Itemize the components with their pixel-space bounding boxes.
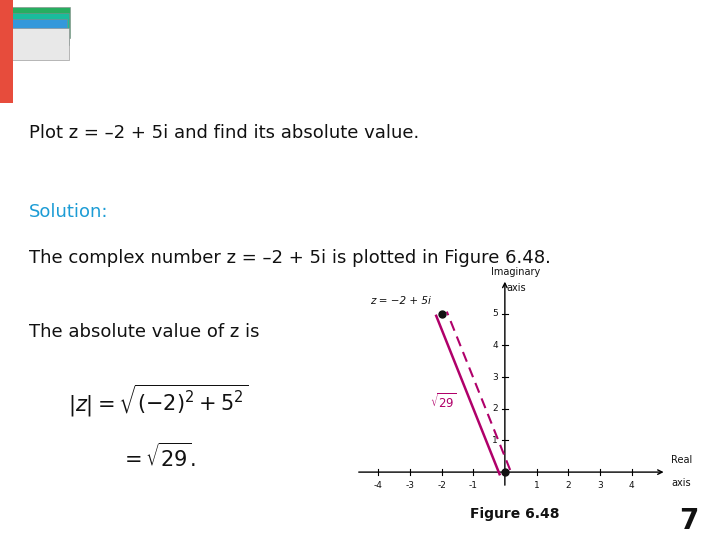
Text: z = −2 + 5i: z = −2 + 5i <box>369 296 431 306</box>
Text: $|z| = \sqrt{(-2)^2 + 5^2}$: $|z| = \sqrt{(-2)^2 + 5^2}$ <box>68 383 248 419</box>
FancyBboxPatch shape <box>7 28 68 59</box>
Text: 1: 1 <box>534 481 539 490</box>
Text: 1: 1 <box>492 436 498 445</box>
Text: -1: -1 <box>469 481 477 490</box>
Text: Example 1 – Finding the Absolute Value of a Complex Number: Example 1 – Finding the Absolute Value o… <box>47 45 651 64</box>
Text: The complex number z = –2 + 5i is plotted in Figure 6.48.: The complex number z = –2 + 5i is plotte… <box>29 249 551 267</box>
Text: -4: -4 <box>374 481 382 490</box>
FancyBboxPatch shape <box>7 14 68 45</box>
Text: -3: -3 <box>405 481 414 490</box>
Text: 7: 7 <box>679 508 698 535</box>
Text: axis: axis <box>671 478 690 488</box>
Text: 4: 4 <box>629 481 634 490</box>
Text: The absolute value of z is: The absolute value of z is <box>29 323 259 341</box>
Text: $= \sqrt{29}.$: $= \sqrt{29}.$ <box>120 443 197 471</box>
Text: 3: 3 <box>492 373 498 382</box>
FancyBboxPatch shape <box>6 19 67 52</box>
Polygon shape <box>0 0 13 103</box>
Text: axis: axis <box>506 283 526 293</box>
Text: Figure 6.48: Figure 6.48 <box>470 507 559 521</box>
FancyBboxPatch shape <box>9 7 71 38</box>
Text: Plot z = –2 + 5i and find its absolute value.: Plot z = –2 + 5i and find its absolute v… <box>29 125 419 143</box>
Text: Real: Real <box>671 455 693 465</box>
Polygon shape <box>0 89 13 103</box>
Text: Imaginary: Imaginary <box>491 267 541 277</box>
Text: Solution:: Solution: <box>29 203 108 221</box>
Text: 5: 5 <box>492 309 498 318</box>
Text: $\sqrt{29}$: $\sqrt{29}$ <box>431 392 456 411</box>
Text: -2: -2 <box>437 481 446 490</box>
Text: 4: 4 <box>492 341 498 350</box>
Text: 2: 2 <box>492 404 498 413</box>
Text: 3: 3 <box>597 481 603 490</box>
Text: 2: 2 <box>565 481 571 490</box>
